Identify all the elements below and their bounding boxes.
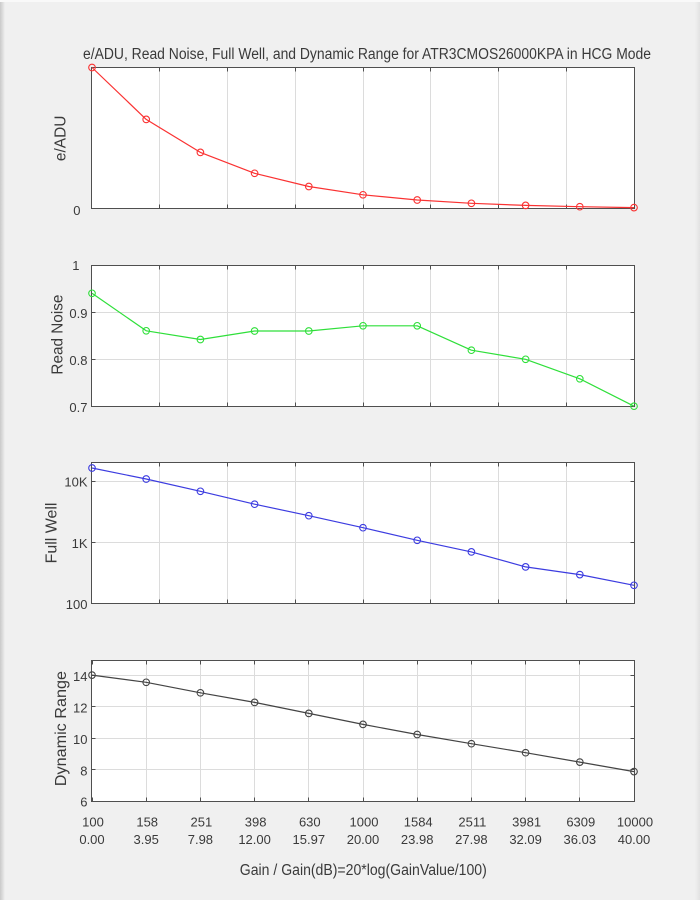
svg-text:32.09: 32.09	[509, 832, 542, 847]
svg-text:0.7: 0.7	[69, 400, 87, 415]
svg-text:100: 100	[82, 815, 104, 830]
svg-text:1584: 1584	[404, 815, 433, 830]
svg-text:Dynamic Range: Dynamic Range	[53, 671, 70, 786]
svg-text:36.03: 36.03	[564, 832, 597, 847]
svg-text:Read Noise: Read Noise	[49, 295, 66, 375]
svg-text:398: 398	[245, 815, 267, 830]
svg-text:27.98: 27.98	[455, 832, 488, 847]
svg-text:0.8: 0.8	[69, 353, 87, 368]
svg-text:7.98: 7.98	[188, 832, 213, 847]
svg-text:1: 1	[72, 258, 79, 273]
svg-text:1K: 1K	[72, 536, 88, 551]
svg-text:0.00: 0.00	[79, 832, 104, 847]
svg-text:e/ADU: e/ADU	[52, 116, 69, 162]
svg-text:10000: 10000	[617, 815, 653, 830]
svg-text:0.9: 0.9	[69, 306, 87, 321]
svg-text:12: 12	[73, 700, 87, 715]
svg-text:20.00: 20.00	[347, 832, 380, 847]
svg-text:6: 6	[80, 795, 87, 810]
svg-text:12.00: 12.00	[238, 832, 271, 847]
svg-text:8: 8	[80, 763, 87, 778]
svg-text:1000: 1000	[350, 815, 379, 830]
svg-text:15.97: 15.97	[293, 832, 326, 847]
svg-text:14: 14	[73, 669, 87, 684]
svg-text:10: 10	[73, 732, 87, 747]
svg-text:251: 251	[191, 815, 213, 830]
svg-text:40.00: 40.00	[618, 832, 651, 847]
svg-text:Gain / Gain(dB)=20*log(GainVal: Gain / Gain(dB)=20*log(GainValue/100)	[240, 862, 487, 879]
svg-text:630: 630	[299, 815, 321, 830]
svg-text:6309: 6309	[566, 815, 595, 830]
svg-text:23.98: 23.98	[401, 832, 434, 847]
svg-text:158: 158	[136, 815, 158, 830]
svg-text:10K: 10K	[64, 475, 87, 490]
svg-text:Full Well: Full Well	[43, 503, 60, 564]
svg-text:3981: 3981	[512, 815, 541, 830]
svg-text:e/ADU, Read Noise, Full Well,: e/ADU, Read Noise, Full Well, and Dynami…	[83, 46, 651, 63]
svg-text:0: 0	[73, 203, 80, 218]
svg-text:2511: 2511	[458, 815, 486, 830]
svg-text:3.95: 3.95	[134, 832, 159, 847]
svg-text:100: 100	[66, 597, 88, 612]
